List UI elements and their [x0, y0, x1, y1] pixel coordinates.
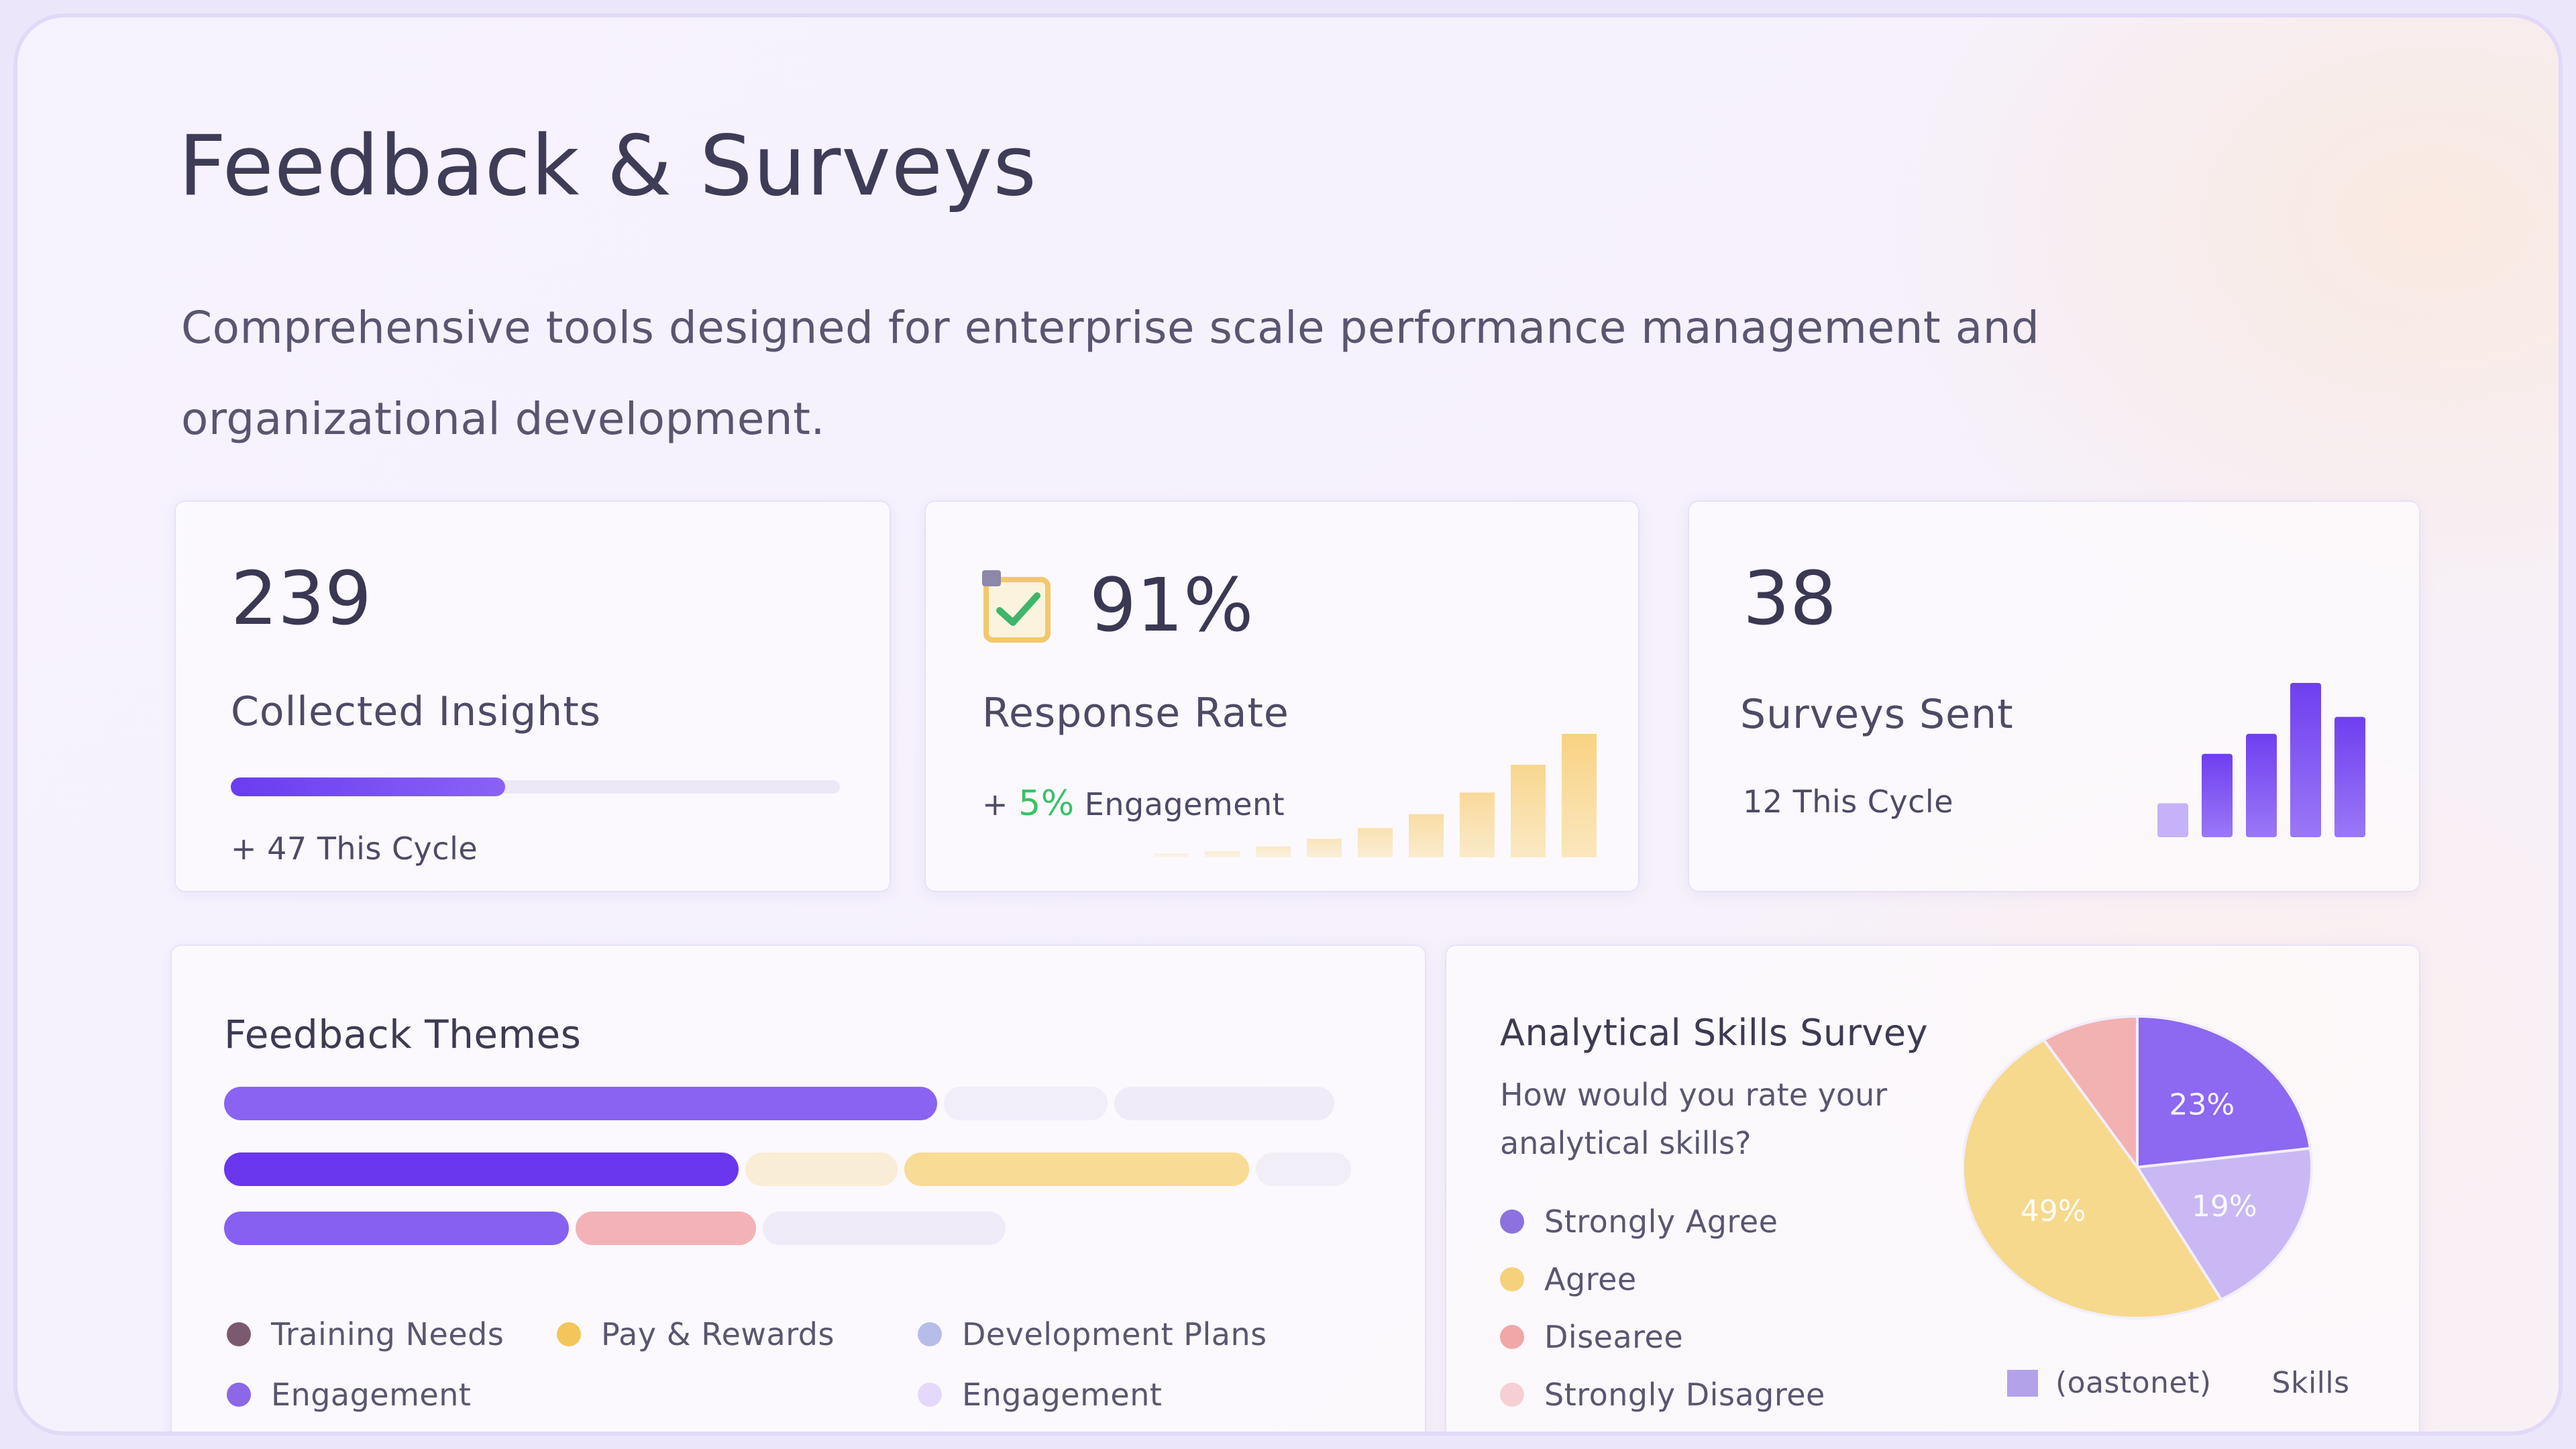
legend-dot	[1500, 1325, 1524, 1349]
response-bar-chart	[1154, 734, 1597, 857]
response-bar	[1154, 853, 1189, 857]
response-bar	[1511, 765, 1546, 857]
legend-dot	[1500, 1383, 1524, 1407]
insights-progress-track	[231, 777, 840, 796]
legend-label: Strongly Agree	[1544, 1203, 1778, 1240]
response-bar	[1358, 828, 1393, 857]
pie-slice-label: 23%	[2169, 1087, 2235, 1122]
insights-progress-fill	[231, 777, 505, 796]
surveys-bar	[2290, 683, 2321, 837]
legend-label: Disearee	[1544, 1319, 1684, 1355]
theme-bar-segment	[745, 1152, 898, 1186]
legend-label: Engagement	[271, 1377, 472, 1413]
legend-label: Development Plans	[962, 1316, 1267, 1352]
surveys-bar	[2246, 733, 2277, 837]
legend-dot	[918, 1322, 942, 1346]
legend-dot	[1500, 1210, 1524, 1234]
response-bar	[1409, 814, 1444, 857]
surveys-sub: 12 This Cycle	[1743, 784, 1953, 820]
surveys-bar	[2334, 716, 2365, 837]
survey-card[interactable]: Analytical Skills Survey How would you r…	[1446, 946, 2419, 1432]
insights-sub: + 47 This Cycle	[231, 830, 478, 867]
response-card[interactable]: 91% Response Rate + 5% Engagement	[926, 502, 1638, 891]
theme-bar-segment	[904, 1152, 1249, 1186]
theme-bar-row	[224, 1087, 1358, 1120]
pie-slice	[1963, 1038, 2224, 1320]
theme-bar-row	[224, 1152, 1358, 1186]
theme-legend-item: Training Needs	[227, 1316, 504, 1352]
surveys-card[interactable]: 38 Surveys Sent 12 This Cycle	[1689, 502, 2419, 891]
response-sub-suffix: Engagement	[1084, 786, 1285, 822]
theme-bar-segment	[1114, 1087, 1334, 1120]
legend-label: Agree	[1544, 1261, 1637, 1297]
survey-legend-item: Strongly Disagree	[1500, 1377, 1825, 1413]
surveys-value: 38	[1743, 555, 1837, 641]
insights-card[interactable]: 239 Collected Insights + 47 This Cycle	[176, 502, 890, 891]
theme-bar-segment	[575, 1212, 756, 1245]
theme-legend-item: Engagement	[227, 1377, 471, 1413]
legend-dot	[557, 1322, 581, 1346]
surveys-bar	[2157, 803, 2188, 837]
theme-bar-segment	[762, 1212, 1006, 1245]
survey-pie-chart: 23% 19% 49%	[1963, 1014, 2313, 1320]
survey-legend-item: Agree	[1500, 1261, 1637, 1297]
response-label: Response Rate	[982, 690, 1289, 737]
insights-label: Collected Insights	[231, 688, 601, 735]
dashboard-frame: Feedback & Surveys Comprehensive tools d…	[17, 17, 2559, 1432]
pie-legend-extra: Skills	[2271, 1366, 2350, 1400]
pie-slice	[2041, 1014, 2139, 1172]
survey-legend-item: Strongly Agree	[1500, 1203, 1778, 1240]
theme-bar-row	[224, 1212, 1358, 1245]
legend-label: Engagement	[962, 1377, 1163, 1413]
pie-legend: (oastonet) Skills	[2007, 1366, 2350, 1400]
page-subtitle: Comprehensive tools designed for enterpr…	[181, 302, 2040, 445]
response-bar	[1460, 792, 1495, 857]
survey-legend-item: Disearee	[1500, 1319, 1683, 1355]
theme-bar-segment	[224, 1152, 739, 1186]
response-bar	[1307, 839, 1342, 857]
insights-value: 239	[231, 555, 372, 641]
legend-dot	[918, 1383, 942, 1407]
pie-slice	[2136, 1014, 2312, 1169]
response-bar	[1256, 846, 1291, 857]
theme-legend-item: Engagement	[918, 1377, 1162, 1413]
survey-question: How would you rate your analytical skill…	[1500, 1077, 1888, 1161]
theme-bar-segment	[224, 1212, 569, 1245]
theme-legend-item: Pay & Rewards	[557, 1316, 835, 1352]
legend-dot	[1500, 1267, 1524, 1291]
pie-slice-label: 19%	[2192, 1189, 2257, 1224]
page-title: Feedback & Surveys	[178, 118, 1037, 215]
response-sub-highlight: 5%	[1018, 784, 1075, 824]
response-bar	[1205, 851, 1240, 857]
theme-legend-item: Development Plans	[918, 1316, 1267, 1352]
feedback-themes-card[interactable]: Feedback Themes Training Needs Pay & Rewa…	[172, 946, 1425, 1432]
theme-bar-segment	[944, 1087, 1108, 1120]
pie-legend-label: (oastonet)	[2055, 1366, 2212, 1400]
legend-dot	[227, 1383, 251, 1407]
pie-legend-swatch	[2007, 1369, 2038, 1397]
theme-bar-segment	[224, 1087, 938, 1120]
response-bar	[1562, 734, 1597, 857]
response-sub-prefix: +	[982, 786, 1009, 822]
legend-label: Pay & Rewards	[601, 1316, 835, 1352]
surveys-bar-chart	[2157, 683, 2365, 837]
legend-label: Training Needs	[271, 1316, 504, 1352]
response-value: 91%	[1089, 562, 1254, 648]
legend-label: Strongly Disagree	[1544, 1377, 1825, 1413]
survey-title: Analytical Skills Survey	[1500, 1012, 1929, 1054]
checklist-icon	[982, 569, 1056, 643]
legend-dot	[227, 1322, 251, 1346]
response-sub: + 5% Engagement	[982, 784, 1285, 824]
pie-slice	[2135, 1146, 2313, 1301]
theme-bar-segment	[1255, 1152, 1351, 1186]
pie-slice-label: 49%	[2021, 1194, 2086, 1228]
feedback-themes-title: Feedback Themes	[224, 1012, 582, 1057]
surveys-bar	[2202, 753, 2233, 837]
surveys-label: Surveys Sent	[1740, 691, 2014, 738]
